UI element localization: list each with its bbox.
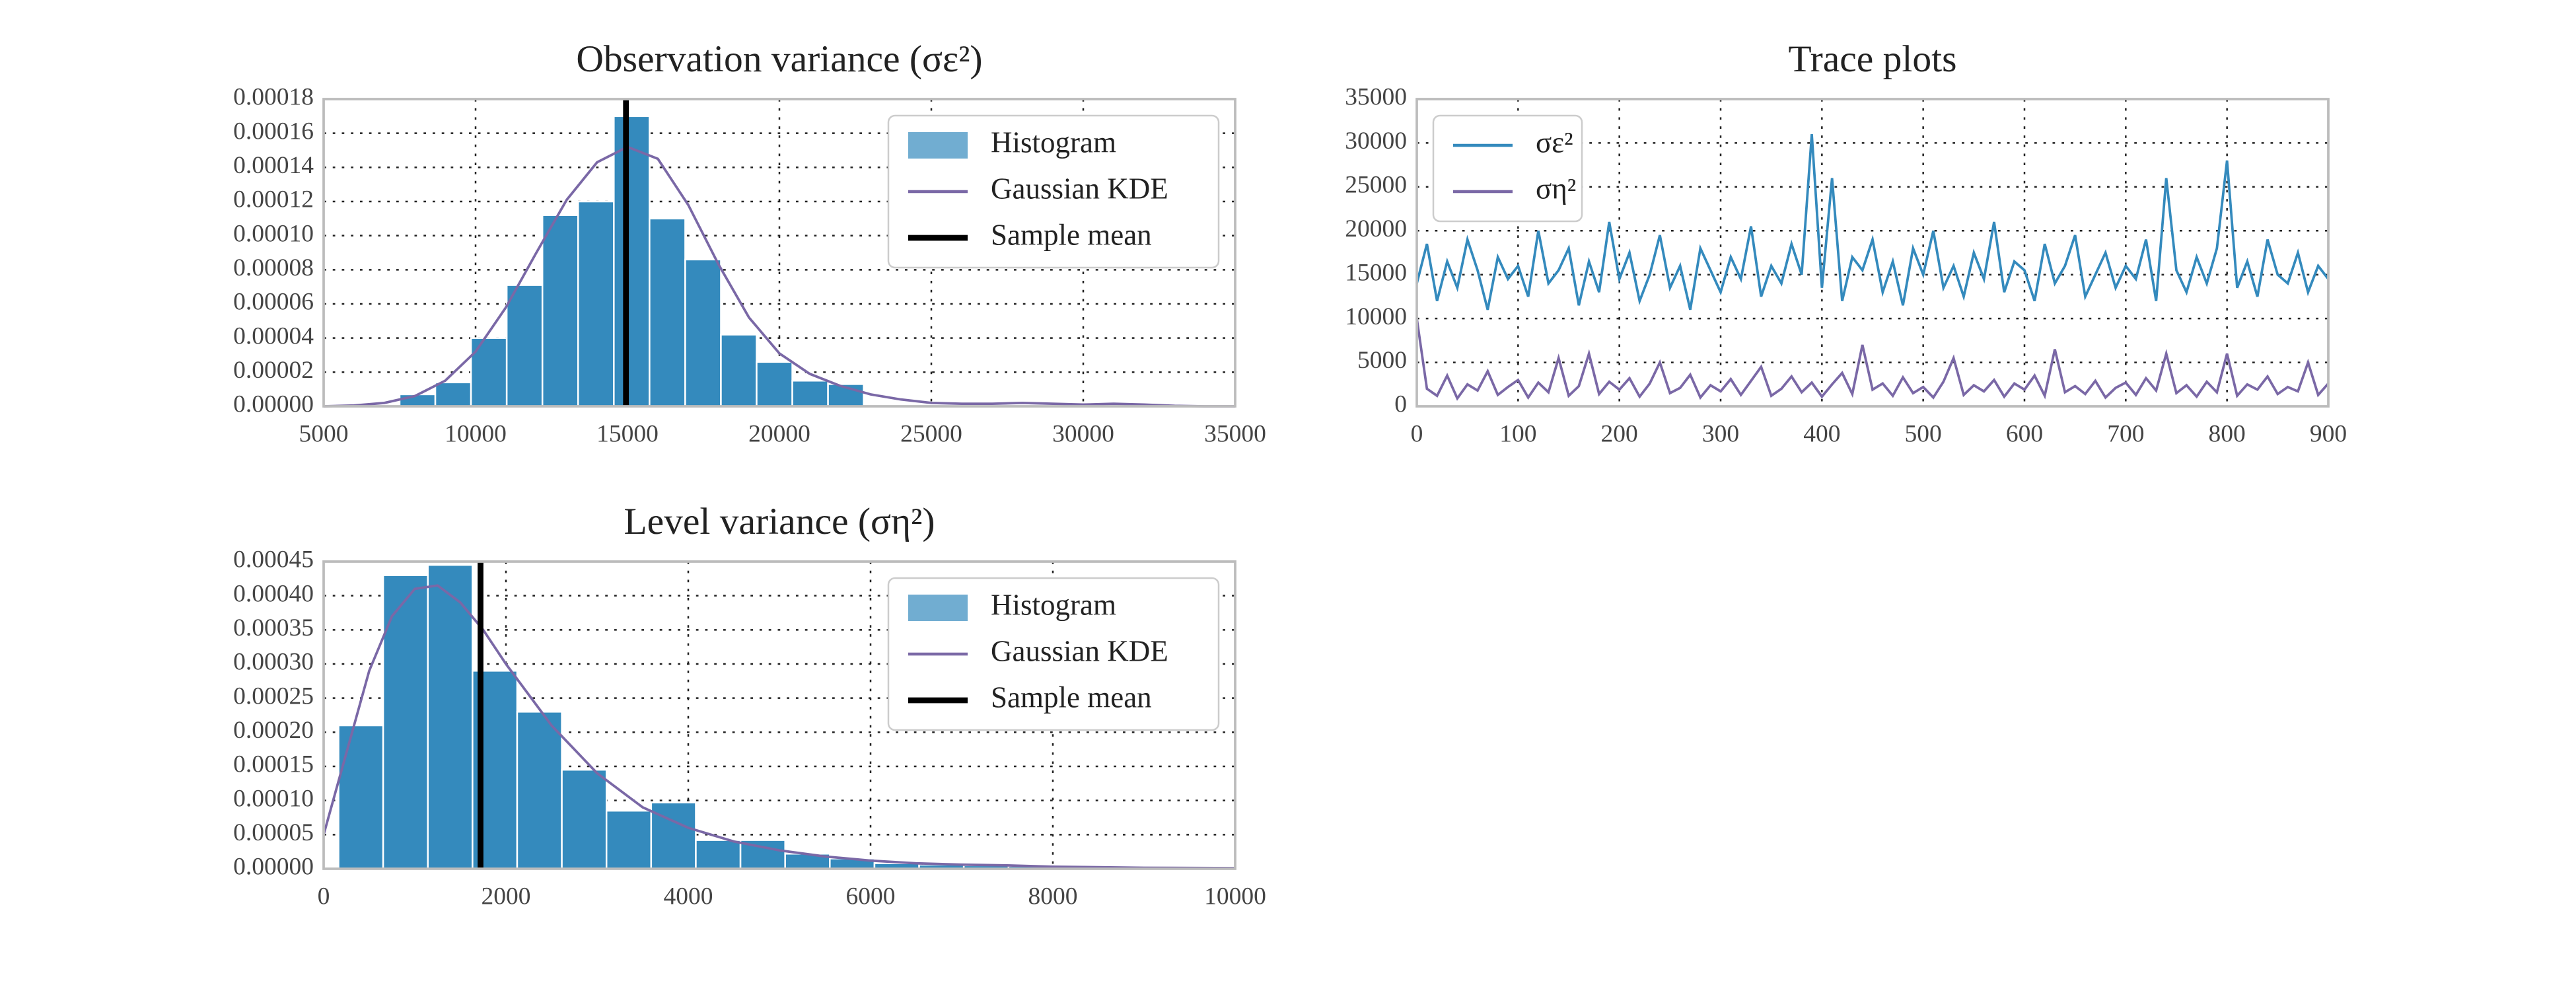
histogram-bar — [649, 217, 686, 408]
axes-frame — [322, 560, 1236, 870]
x-tick-label: 800 — [2209, 421, 2246, 448]
x-tick-label: 0 — [1411, 421, 1423, 448]
y-tick-label: 0.00010 — [233, 785, 314, 812]
y-tick-label: 0 — [1394, 391, 1407, 418]
chart-title: Trace plots — [1788, 38, 1956, 80]
x-tick-label: 5000 — [299, 421, 349, 448]
legend-box — [1432, 114, 1583, 223]
trace-line — [1415, 134, 2330, 311]
legend-label: Gaussian KDE — [991, 634, 1168, 667]
x-tick-label: 10000 — [445, 421, 507, 448]
histogram-bar — [338, 724, 384, 870]
histogram-bar — [541, 214, 579, 408]
y-tick-label: 15000 — [1345, 259, 1407, 286]
y-tick-label: 20000 — [1345, 215, 1407, 242]
legend-label: ση² — [1536, 172, 1576, 205]
x-tick-label: 30000 — [1052, 421, 1114, 448]
x-tick-label: 100 — [1499, 421, 1536, 448]
histogram-bar — [605, 809, 653, 870]
chart-title: Observation variance (σε²) — [576, 38, 982, 80]
y-tick-label: 0.00006 — [233, 289, 314, 316]
kde-line — [323, 145, 1235, 408]
y-tick-label: 0.00015 — [233, 751, 314, 778]
y-tick-label: 0.00016 — [233, 118, 314, 145]
y-tick-label: 35000 — [1345, 84, 1407, 111]
legend-box — [887, 577, 1220, 731]
histogram-bar — [577, 200, 615, 408]
legend-label: Histogram — [991, 588, 1116, 621]
histogram-bar — [650, 801, 697, 870]
legend-swatch — [908, 132, 968, 159]
legend-label: Sample mean — [991, 218, 1152, 251]
legend-label: Sample mean — [991, 680, 1152, 714]
y-tick-label: 0.00020 — [233, 717, 314, 744]
histogram-bar — [516, 711, 563, 870]
x-tick-label: 35000 — [1204, 421, 1266, 448]
y-tick-label: 30000 — [1345, 128, 1407, 155]
y-tick-label: 0.00002 — [233, 357, 314, 384]
chart-title: Level variance (ση²) — [624, 501, 935, 542]
x-tick-label: 300 — [1702, 421, 1739, 448]
histogram-bar — [756, 361, 793, 408]
y-tick-label: 0.00018 — [233, 84, 314, 111]
x-tick-label: 200 — [1601, 421, 1638, 448]
y-tick-label: 0.00012 — [233, 186, 314, 213]
y-tick-label: 0.00000 — [233, 391, 314, 418]
y-tick-label: 0.00005 — [233, 819, 314, 846]
y-tick-label: 0.00035 — [233, 614, 314, 642]
y-tick-label: 5000 — [1357, 347, 1407, 374]
trace-line — [1415, 318, 2330, 401]
x-tick-label: 700 — [2107, 421, 2144, 448]
histogram-bar — [434, 381, 472, 408]
y-tick-label: 0.00025 — [233, 682, 314, 710]
x-tick-label: 400 — [1803, 421, 1840, 448]
x-tick-label: 600 — [2006, 421, 2043, 448]
x-tick-label: 0 — [318, 883, 330, 910]
histogram-bar — [505, 284, 544, 408]
y-tick-label: 0.00004 — [233, 322, 314, 349]
histogram-bar — [613, 115, 651, 408]
histogram-bar — [398, 393, 437, 408]
y-tick-label: 0.00000 — [233, 854, 314, 881]
y-tick-label: 25000 — [1345, 171, 1407, 198]
x-tick-label: 20000 — [748, 421, 810, 448]
y-tick-label: 0.00030 — [233, 649, 314, 676]
x-tick-label: 8000 — [1028, 883, 1078, 910]
axes-frame — [1415, 98, 2330, 408]
histogram-bar — [791, 380, 829, 408]
histogram-bar — [695, 839, 742, 870]
y-tick-label: 10000 — [1345, 303, 1407, 330]
x-tick-label: 10000 — [1204, 883, 1266, 910]
x-tick-label: 500 — [1905, 421, 1942, 448]
y-tick-label: 0.00010 — [233, 220, 314, 247]
legend-label: Histogram — [991, 126, 1116, 159]
histogram-bar — [427, 564, 474, 870]
axes-frame — [322, 98, 1236, 408]
histogram-bar — [561, 768, 608, 870]
histogram-bar — [470, 337, 508, 408]
histogram-bar — [684, 258, 722, 408]
y-tick-label: 0.00040 — [233, 580, 314, 607]
kde-line — [322, 584, 1236, 869]
legend-label: Gaussian KDE — [991, 172, 1168, 205]
x-tick-label: 2000 — [482, 883, 531, 910]
legend-box — [887, 114, 1220, 269]
x-tick-label: 900 — [2310, 421, 2347, 448]
legend-label: σε² — [1536, 126, 1573, 159]
x-tick-label: 15000 — [596, 421, 659, 448]
y-tick-label: 0.00045 — [233, 546, 314, 573]
histogram-bar — [720, 334, 758, 408]
x-tick-label: 25000 — [900, 421, 962, 448]
y-tick-label: 0.00014 — [233, 152, 314, 179]
y-tick-label: 0.00008 — [233, 254, 314, 281]
legend-swatch — [908, 595, 968, 621]
x-tick-label: 4000 — [664, 883, 713, 910]
x-tick-label: 6000 — [846, 883, 896, 910]
